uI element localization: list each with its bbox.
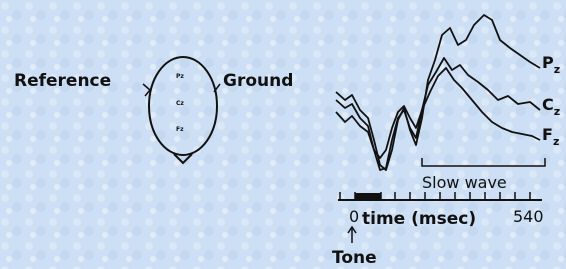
electrode-label: Fz: [176, 126, 184, 133]
axis-title: time (msec): [362, 209, 476, 229]
waveform-subscript: z: [553, 135, 559, 148]
reference-label: Reference: [14, 71, 111, 91]
ground-label: Ground: [223, 71, 293, 91]
waveform-subscript: z: [554, 63, 560, 76]
waveform-subscript: z: [554, 105, 560, 118]
eeg-diagram: Reference Ground Pz Cz Fz Pz Cz Fz Slow …: [0, 0, 566, 269]
waveform-letter: C: [542, 95, 554, 114]
electrode-label: Pz: [176, 73, 184, 80]
waveform-letter: P: [542, 53, 554, 72]
page: {"left_labels": {"reference": "Reference…: [0, 0, 566, 269]
tone-label: Tone: [332, 248, 377, 268]
slow-wave-label: Slow wave: [422, 173, 507, 192]
electrode-label: Cz: [176, 100, 184, 107]
background: [0, 0, 566, 269]
axis-end-label: 540: [513, 207, 544, 226]
waveform-letter: F: [542, 125, 553, 144]
axis-start-label: 0: [349, 207, 359, 226]
stimulus-bar: [355, 193, 381, 200]
